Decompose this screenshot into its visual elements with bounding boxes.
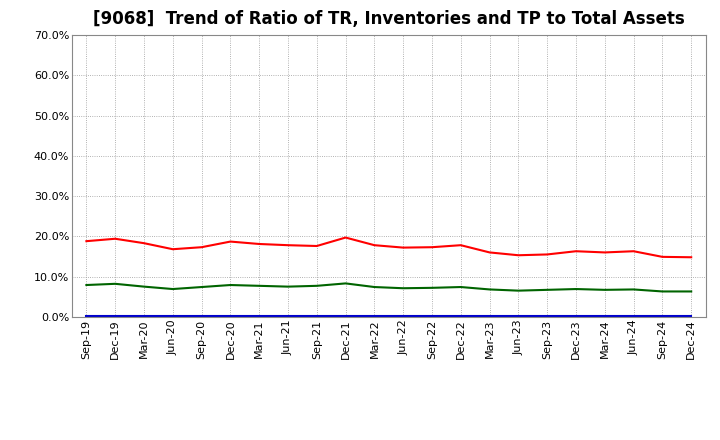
Trade Receivables bbox=[111, 236, 120, 242]
Trade Receivables bbox=[255, 242, 264, 247]
Inventories bbox=[428, 314, 436, 319]
Trade Receivables bbox=[456, 242, 465, 248]
Inventories bbox=[82, 314, 91, 319]
Trade Receivables bbox=[629, 249, 638, 254]
Inventories bbox=[197, 314, 206, 319]
Inventories bbox=[456, 314, 465, 319]
Trade Payables bbox=[687, 289, 696, 294]
Inventories bbox=[168, 314, 177, 319]
Trade Payables bbox=[485, 287, 494, 292]
Trade Payables bbox=[629, 287, 638, 292]
Trade Payables bbox=[82, 282, 91, 288]
Inventories bbox=[255, 314, 264, 319]
Trade Payables bbox=[456, 284, 465, 290]
Inventories bbox=[312, 314, 321, 319]
Inventories bbox=[687, 314, 696, 319]
Trade Payables bbox=[658, 289, 667, 294]
Trade Payables bbox=[284, 284, 292, 289]
Trade Payables bbox=[428, 285, 436, 290]
Inventories bbox=[284, 314, 292, 319]
Inventories bbox=[629, 314, 638, 319]
Inventories bbox=[658, 314, 667, 319]
Trade Payables bbox=[255, 283, 264, 289]
Trade Receivables bbox=[341, 235, 350, 240]
Trade Receivables bbox=[197, 245, 206, 250]
Trade Receivables bbox=[600, 250, 609, 255]
Trade Receivables bbox=[312, 243, 321, 249]
Trade Payables bbox=[370, 284, 379, 290]
Trade Receivables bbox=[226, 239, 235, 244]
Inventories bbox=[399, 314, 408, 319]
Inventories bbox=[111, 314, 120, 319]
Inventories bbox=[226, 314, 235, 319]
Inventories bbox=[370, 314, 379, 319]
Trade Payables bbox=[226, 282, 235, 288]
Trade Receivables bbox=[485, 250, 494, 255]
Title: [9068]  Trend of Ratio of TR, Inventories and TP to Total Assets: [9068] Trend of Ratio of TR, Inventories… bbox=[93, 10, 685, 28]
Inventories bbox=[514, 314, 523, 319]
Inventories bbox=[485, 314, 494, 319]
Trade Receivables bbox=[82, 238, 91, 244]
Trade Payables bbox=[111, 281, 120, 286]
Trade Receivables bbox=[687, 255, 696, 260]
Inventories bbox=[140, 314, 148, 319]
Trade Payables bbox=[543, 287, 552, 293]
Trade Payables bbox=[312, 283, 321, 289]
Trade Receivables bbox=[140, 241, 148, 246]
Inventories bbox=[600, 314, 609, 319]
Trade Payables bbox=[572, 286, 580, 292]
Trade Payables bbox=[399, 286, 408, 291]
Trade Receivables bbox=[399, 245, 408, 250]
Line: Trade Receivables: Trade Receivables bbox=[86, 238, 691, 257]
Inventories bbox=[572, 314, 580, 319]
Trade Payables bbox=[197, 284, 206, 290]
Trade Payables bbox=[168, 286, 177, 292]
Trade Receivables bbox=[514, 253, 523, 258]
Line: Trade Payables: Trade Payables bbox=[86, 283, 691, 291]
Trade Receivables bbox=[370, 242, 379, 248]
Trade Receivables bbox=[168, 246, 177, 252]
Trade Receivables bbox=[658, 254, 667, 260]
Trade Payables bbox=[514, 288, 523, 293]
Trade Receivables bbox=[543, 252, 552, 257]
Trade Payables bbox=[600, 287, 609, 293]
Trade Receivables bbox=[284, 242, 292, 248]
Inventories bbox=[341, 314, 350, 319]
Trade Payables bbox=[341, 281, 350, 286]
Trade Receivables bbox=[572, 249, 580, 254]
Inventories bbox=[543, 314, 552, 319]
Trade Payables bbox=[140, 284, 148, 289]
Trade Receivables bbox=[428, 245, 436, 250]
